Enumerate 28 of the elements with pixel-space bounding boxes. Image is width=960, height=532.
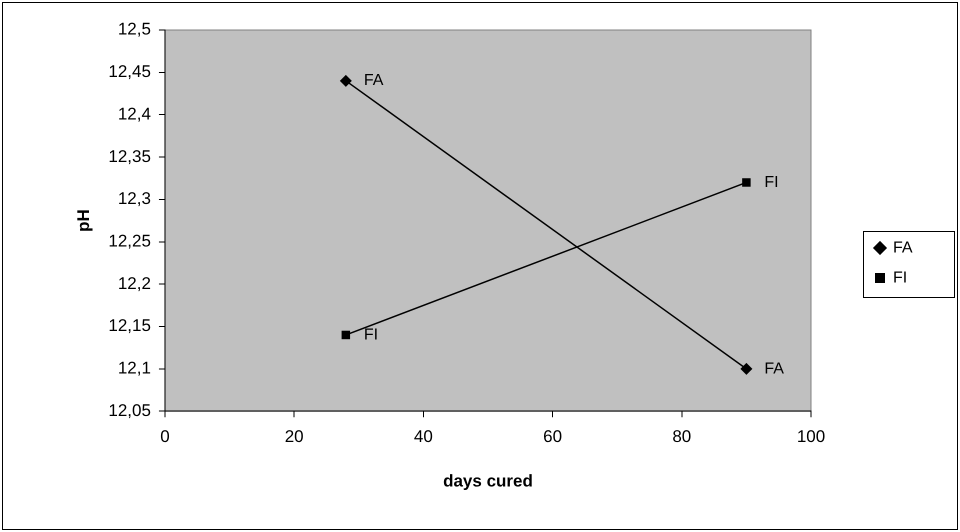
point [340,74,352,87]
text: FA [364,72,384,90]
x-tick-label: 0 [160,427,170,446]
y-tick-label: 12,15 [108,316,151,336]
point [742,178,751,187]
legend-label: FA [893,239,913,256]
x-tick-label: 20 [284,427,304,446]
x-tick-label: 80 [672,427,692,446]
text: FI [764,174,779,191]
point [740,362,752,375]
point [342,330,350,340]
y-tick-label: 12,05 [108,400,151,420]
y-tick-label: 12,5 [118,20,151,39]
legend-label: FI [893,269,908,286]
x-tick-label: 40 [414,427,433,446]
x-axis-title: days cured [443,471,533,490]
y-tick-label: 12,4 [118,104,151,124]
text: FI [364,326,378,344]
y-axis-title: pH [74,209,93,232]
y-tick-label: 12,35 [108,146,151,166]
x-tick-label: 60 [543,427,562,446]
y-tick-label: 12,1 [118,358,151,378]
text: FA [764,360,784,378]
y-tick-label: 12,2 [118,274,151,293]
y-tick-label: 12,3 [118,189,151,208]
y-tick-label: 12,45 [108,62,151,82]
y-tick-label: 12,25 [108,231,151,250]
x-tick-label: 100 [796,427,826,446]
